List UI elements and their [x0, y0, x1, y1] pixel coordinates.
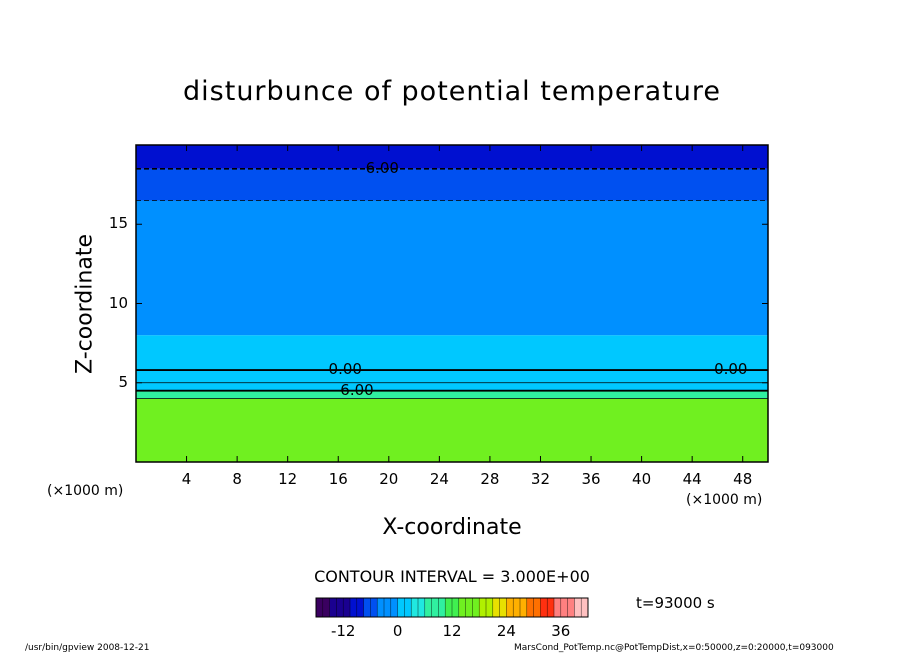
colorbar-cell	[370, 598, 378, 617]
heatmap-bands	[136, 145, 768, 462]
colorbar-cell	[479, 598, 487, 617]
colorbar-cell	[452, 598, 460, 617]
chart-title: disturbunce of potential temperature	[183, 76, 721, 107]
axis-ticks	[136, 145, 768, 462]
x-tick-label: 20	[379, 470, 399, 488]
colorbar-cell	[554, 598, 562, 617]
contour-label: 0.00	[714, 360, 748, 379]
colorbar-tick-label: 36	[551, 622, 571, 640]
colorbar-cell	[513, 598, 521, 617]
y-tick-label: 10	[108, 293, 128, 312]
x-tick-label: 44	[682, 470, 702, 488]
colorbar-cell	[540, 598, 548, 617]
time-label: t=93000 s	[636, 594, 715, 612]
contour-label: -6.00	[360, 158, 399, 177]
x-tick-label: 48	[733, 470, 753, 488]
colorbar-cell	[560, 598, 568, 617]
x-tick-label: 12	[278, 470, 298, 488]
colorbar	[315, 597, 589, 618]
heatmap-band	[136, 390, 768, 399]
x-axis-label: X-coordinate	[382, 515, 522, 540]
colorbar-cell	[574, 598, 582, 617]
contour-lines	[136, 167, 768, 400]
x-tick-label: 36	[581, 470, 601, 488]
footer-source: MarsCond_PotTemp.nc@PotTempDist,x=0:5000…	[514, 643, 834, 653]
colorbar-cell	[472, 598, 480, 617]
colorbar-cell	[533, 598, 541, 617]
colorbar-cell	[418, 598, 426, 617]
colorbar-cell	[390, 598, 398, 617]
colorbar-cell	[492, 598, 500, 617]
colorbar-tick-label: -12	[330, 622, 356, 640]
heatmap-band	[136, 398, 768, 462]
y-tick-label: 15	[108, 214, 128, 233]
x-tick-label: 32	[530, 470, 551, 488]
colorbar-cell	[343, 598, 351, 617]
footer-program: /usr/bin/gpview 2008-12-21	[25, 643, 150, 653]
colorbar-cell	[499, 598, 507, 617]
colorbar-cell	[350, 598, 358, 617]
colorbar-cell	[397, 598, 405, 617]
heatmap-band	[136, 145, 768, 169]
colorbar-cell	[445, 598, 453, 617]
x-tick-label: 16	[328, 470, 348, 488]
colorbar-cell	[411, 598, 419, 617]
colorbar-cell	[322, 598, 330, 617]
x-tick-label: 8	[232, 470, 242, 488]
x-tick-label: 40	[632, 470, 652, 488]
colorbar-cell	[424, 598, 432, 617]
colorbar-cell	[363, 598, 371, 617]
colorbar-cell	[438, 598, 446, 617]
colorbar-cell	[431, 598, 439, 617]
colorbar-tick-label: 24	[496, 622, 516, 640]
colorbar-cell	[520, 598, 528, 617]
x-unit-label: (×1000 m)	[686, 492, 763, 508]
y-tick-label: 5	[118, 372, 128, 391]
colorbar-cell	[526, 598, 534, 617]
x-tick-label: 24	[429, 470, 449, 488]
x-tick-label: 4	[181, 470, 192, 488]
colorbar-cell	[486, 598, 494, 617]
colorbar-cell	[458, 598, 466, 617]
colorbar-frame	[315, 597, 589, 618]
y-unit-label: (×1000 m)	[47, 483, 124, 499]
colorbar-cell	[465, 598, 473, 617]
contour-interval: CONTOUR INTERVAL = 3.000E+00	[314, 567, 590, 586]
colorbar-cell	[356, 598, 364, 617]
x-tick-label: 28	[480, 470, 500, 488]
heatmap-band	[136, 335, 768, 371]
y-axis-label: Z-coordinate	[72, 234, 98, 374]
colorbar-cell	[404, 598, 412, 617]
colorbar-cell	[316, 598, 324, 617]
colorbar-cell	[506, 598, 514, 617]
contour-label: -6.00	[334, 380, 374, 399]
heatmap-band	[136, 168, 768, 201]
colorbar-tick-label: 0	[392, 622, 403, 640]
contour-label: 0.00	[328, 360, 362, 379]
colorbar-cell	[547, 598, 555, 617]
colorbar-cell	[384, 598, 392, 617]
colorbar-tick-label: 12	[442, 622, 462, 640]
colorbar-cell	[377, 598, 385, 617]
heatmap-band	[136, 200, 768, 336]
colorbar-cell	[329, 598, 337, 617]
colorbar-cell	[581, 598, 589, 617]
heatmap-band	[136, 370, 768, 391]
colorbar-cell	[567, 598, 575, 617]
colorbar-cell	[336, 598, 344, 617]
